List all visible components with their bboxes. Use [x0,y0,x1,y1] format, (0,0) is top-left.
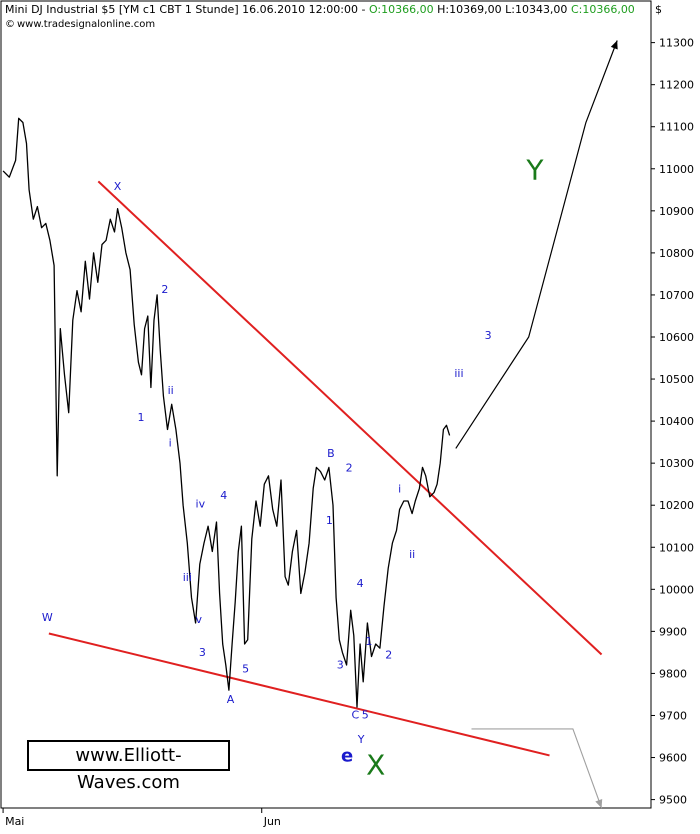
header-high: H:10369,00 [437,3,502,16]
wave-label: 4 [357,577,364,590]
header-low: L:10343,00 [505,3,568,16]
price-line [2,117,451,708]
y-tick-label: 11200 [659,79,694,92]
y-tick-label: 10400 [659,415,694,428]
y-tick-label: 10100 [659,541,694,554]
wave-label: 5 [242,663,249,676]
y-tick-label: 11100 [659,121,694,134]
wave-label: iii [183,571,192,584]
source-line: © www.tradesignalonline.com [5,19,155,30]
projection-arrowhead-alt [595,799,603,808]
y-tick-label: 10000 [659,583,694,596]
wave-label: 1 [326,514,333,527]
wave-label: v [196,613,203,626]
wave-label: i [398,483,401,496]
y-tick-label: 9900 [659,625,687,638]
projection-path [455,40,618,449]
trendline [48,632,550,757]
wave-label: Y [357,733,365,746]
y-tick-label: 10900 [659,205,694,218]
y-tick-label: 10300 [659,457,694,470]
wave-label: W [42,611,53,624]
y-tick-label: 10500 [659,373,694,386]
wave-label: 3 [199,646,206,659]
y-tick-label: 11300 [659,37,694,50]
wave-label: iii [454,367,463,380]
wave-label: X [114,180,122,193]
wave-label: iv [196,497,206,510]
major-wave-label: Y [525,153,544,186]
projection-arrowhead [610,40,618,50]
x-tick-label: Jun [263,815,281,828]
y-tick-label: 11000 [659,163,694,176]
wave-label: 2 [385,649,392,662]
header-close: C:10366,00 [570,3,635,16]
wave-label: ii [409,548,415,561]
wave-label: 5 [362,708,369,721]
wave-label: 4 [220,489,227,502]
y-tick-label: 9800 [659,667,687,680]
wave-label: ii [168,384,174,397]
currency-label: $ [655,3,662,16]
wave-label: 3 [485,329,492,342]
wave-label: e [341,746,353,767]
trendline [97,180,603,656]
wave-label: 2 [161,283,168,296]
wave-label: C [352,708,360,721]
chart-header: Mini DJ Industrial $5 [YM c1 CBT 1 Stund… [5,3,635,16]
y-tick-label: 10600 [659,331,694,344]
wave-label: 1 [137,411,144,424]
y-tick-label: 10700 [659,289,694,302]
wave-label: 1 [365,635,372,648]
y-tick-label: 10200 [659,499,694,512]
major-wave-label: X [366,748,385,781]
wave-label: B [327,447,335,460]
source-url: www.tradesignalonline.com [17,19,156,30]
wave-label: A [227,693,235,706]
header-instrument: Mini DJ Industrial $5 [YM c1 CBT 1 Stund… [5,3,369,16]
wave-label: 3 [337,658,344,671]
line-layer [2,40,618,809]
header-open: O:10366,00 [368,3,434,16]
y-tick-label: 9700 [659,709,687,722]
y-tick-label: 10800 [659,247,694,260]
projection-path-alt [471,728,603,809]
x-tick-label: Mai [5,815,24,828]
brand-box[interactable]: www.Elliott-Waves.com [27,740,230,793]
y-tick-label: 9600 [659,752,687,765]
y-tick-label: 9500 [659,794,687,807]
wave-label: i [169,436,172,449]
plot-frame [0,0,652,809]
copyright-icon: © [5,19,15,30]
wave-label: 2 [346,462,353,475]
